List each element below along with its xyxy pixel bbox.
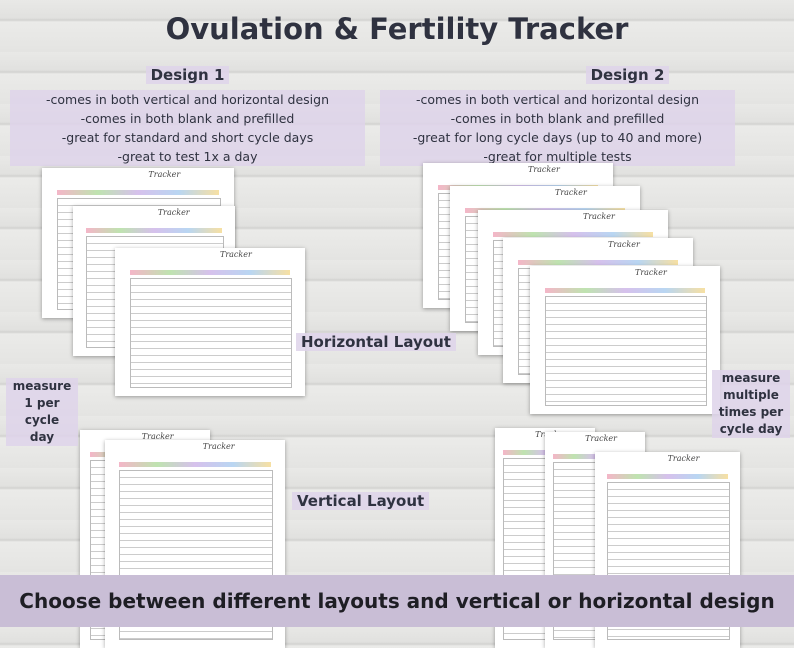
layout-label: Horizontal Layout	[296, 333, 456, 351]
text-line: times per	[712, 404, 790, 421]
header-bar	[545, 288, 705, 293]
text: -comes in both vertical and horizontal d…	[380, 90, 735, 109]
layout-label: Vertical Layout	[292, 492, 430, 510]
design-heading: Design 1	[145, 66, 230, 84]
text-line: cycle day	[712, 421, 790, 438]
sheet-title: Tracker	[157, 208, 190, 217]
text: -comes in both blank and prefilled	[10, 109, 365, 128]
text-line: measure	[6, 378, 78, 395]
text-line: -great for multiple tests	[380, 147, 735, 166]
text-line: -comes in both blank and prefilled	[380, 109, 735, 128]
sheet-title: Tracker	[607, 240, 640, 249]
header-bar	[493, 232, 653, 237]
design-heading: Design 2	[585, 66, 670, 84]
text-line: measure	[712, 370, 790, 387]
text-line: -comes in both blank and prefilled	[10, 109, 365, 128]
text: -great for long cycle days (up to 40 and…	[380, 128, 735, 147]
grid	[545, 296, 707, 406]
text-line: multiple	[712, 387, 790, 404]
text-line: -great for long cycle days (up to 40 and…	[380, 128, 735, 147]
sheet-title: Tracker	[667, 454, 700, 463]
sheet-title: Tracker	[527, 165, 560, 174]
text-line: -great to test 1x a day	[10, 147, 365, 166]
measure-note: measure multiple times per cycle day	[712, 370, 790, 438]
text: -great to test 1x a day	[10, 147, 365, 166]
sheet-title: Tracker	[219, 250, 252, 259]
bullet-list: -comes in both vertical and horizontal d…	[380, 90, 735, 166]
sheet-title: Tracker	[554, 188, 587, 197]
sheet: Tracker	[530, 266, 720, 414]
text: -comes in both blank and prefilled	[380, 109, 735, 128]
sheet-title: Tracker	[141, 432, 174, 441]
text-line: -comes in both vertical and horizontal d…	[380, 90, 735, 109]
header-bar	[606, 474, 729, 479]
banner-text: Choose between different layouts and ver…	[19, 589, 775, 613]
text: times per	[712, 404, 790, 421]
sheet: Tracker	[115, 248, 305, 396]
text-line: -great for standard and short cycle days	[10, 128, 365, 147]
text-line: -comes in both vertical and horizontal d…	[10, 90, 365, 109]
header-bar	[85, 228, 223, 233]
bullet-list: -comes in both vertical and horizontal d…	[10, 90, 365, 166]
measure-note: measure 1 per cycle day	[6, 378, 78, 446]
header-bar	[130, 270, 290, 275]
text: cycle day	[6, 412, 78, 446]
grid	[130, 278, 292, 388]
text: -great for standard and short cycle days	[10, 128, 365, 147]
sheet-title: Tracker	[202, 442, 235, 451]
sheet-title: Tracker	[634, 268, 667, 277]
text: 1 per	[6, 395, 78, 412]
text: cycle day	[712, 421, 790, 438]
header-bar	[57, 190, 219, 195]
sheet-title: Tracker	[585, 434, 617, 443]
sheet-title: Tracker	[582, 212, 615, 221]
text-line: 1 per	[6, 395, 78, 412]
title: Ovulation & Fertility Tracker	[165, 12, 629, 46]
header-bar	[518, 260, 678, 265]
header-bar	[119, 462, 271, 467]
sheet-title: Tracker	[148, 170, 181, 179]
text: -comes in both vertical and horizontal d…	[10, 90, 365, 109]
text-line: cycle day	[6, 412, 78, 446]
text: multiple	[712, 387, 790, 404]
text: measure	[6, 378, 78, 395]
banner: Choose between different layouts and ver…	[0, 575, 794, 627]
text: -great for multiple tests	[380, 147, 735, 166]
text: measure	[712, 370, 790, 387]
